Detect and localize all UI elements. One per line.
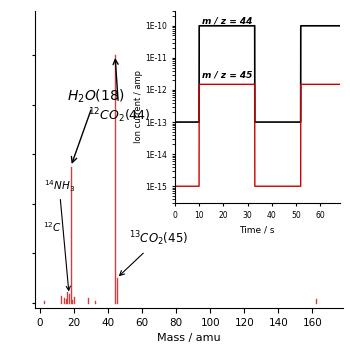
Y-axis label: Ion current / amp: Ion current / amp: [134, 70, 143, 143]
Text: m / z = 45: m / z = 45: [202, 71, 252, 80]
Text: $H_2O(18)$: $H_2O(18)$: [67, 87, 125, 163]
Text: m / z = 44: m / z = 44: [202, 16, 252, 25]
X-axis label: Mass / amu: Mass / amu: [157, 333, 221, 343]
Text: $^{12}CO_2(44)$: $^{12}CO_2(44)$: [88, 60, 150, 125]
X-axis label: Time / s: Time / s: [239, 225, 275, 234]
Text: $^{12}C$: $^{12}C$: [43, 220, 62, 234]
Text: $^{14}NH_3$: $^{14}NH_3$: [43, 178, 75, 290]
Text: $^{13}CO_2(45)$: $^{13}CO_2(45)$: [120, 230, 188, 275]
